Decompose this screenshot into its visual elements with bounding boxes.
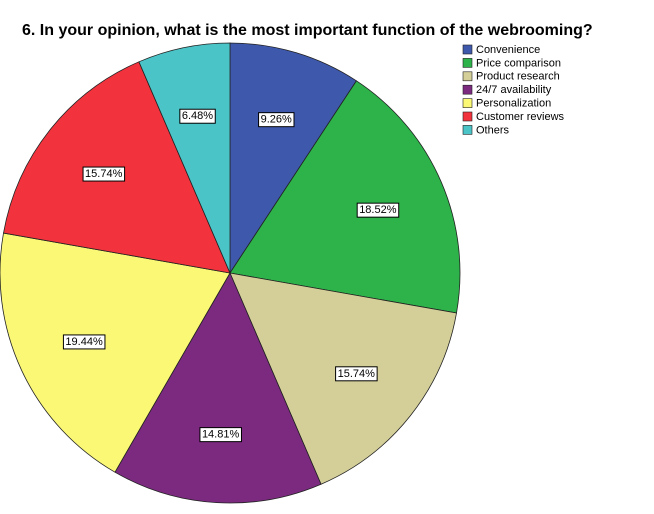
pie-slice [229,42,357,275]
data-labels: 9.26% 18.52% 15.74% 14.81% 19.44% 15.74% 6.48% [62,108,400,443]
data-label: 14.81% [202,429,240,441]
data-label: 9.26% [261,114,292,126]
data-label-box [62,334,106,350]
legend-label: Customer reviews [476,111,565,123]
legend-swatch [462,71,473,82]
legend-swatch [462,84,473,95]
legend-label: Price comparison [476,57,561,69]
legend-label: 24/7 availability [476,84,552,96]
data-label: 15.74% [338,368,376,380]
chart-title: 6. In your opinion, what is the most imp… [22,22,593,39]
legend-label: Product research [476,71,560,83]
pie-slice [0,232,231,473]
data-label-box [82,166,126,182]
pie-slice [114,272,322,504]
legend-swatch [462,44,473,55]
legend-swatch [462,111,473,122]
data-label-box [258,112,295,128]
legend-label: Personalization [476,98,551,110]
pie-slice [229,80,461,314]
data-label-box [199,427,242,443]
data-label-box [335,366,378,382]
pie-slice [138,42,231,274]
data-label: 18.52% [359,204,397,216]
legend-swatch [462,98,473,108]
legend-swatch [462,58,473,68]
data-label-box [356,202,400,218]
legend-label: Others [476,124,510,136]
legend-swatch [462,125,473,135]
data-label: 6.48% [182,110,213,122]
data-label-box [179,108,216,124]
data-label: 15.74% [85,168,123,180]
data-label: 19.44% [65,336,103,348]
legend-label: Convenience [476,44,540,56]
